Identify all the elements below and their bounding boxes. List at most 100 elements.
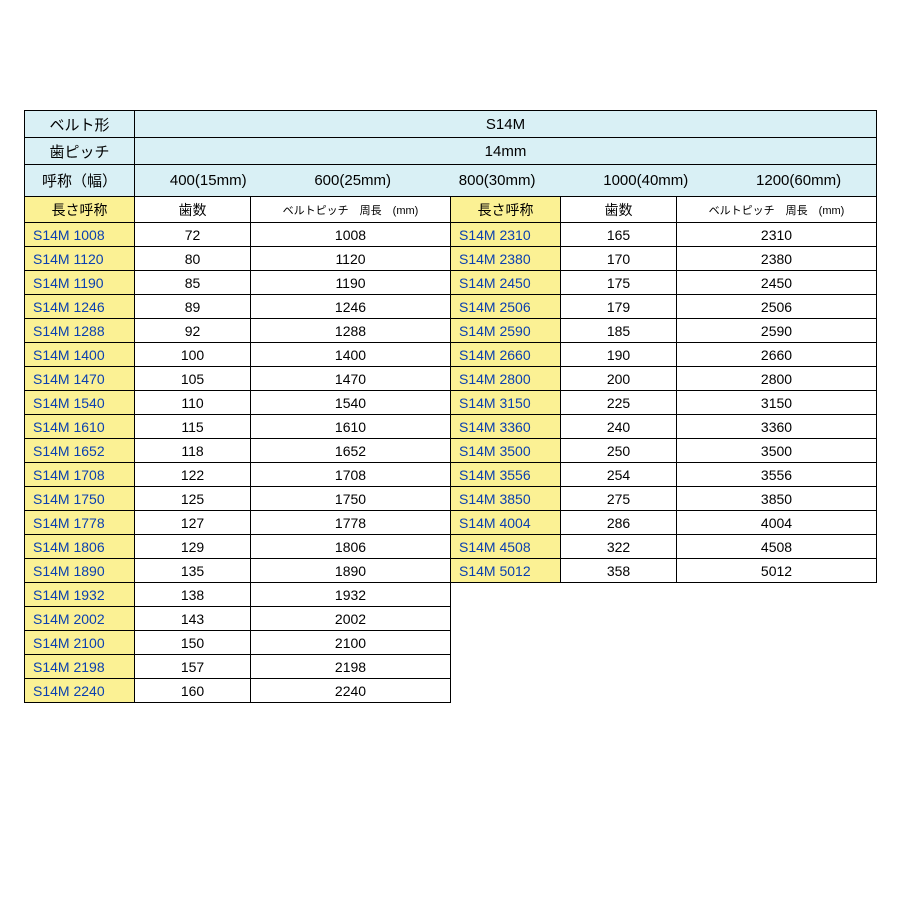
- row-name-left: S14M 1778: [25, 511, 135, 535]
- empty-cell: [451, 679, 561, 703]
- row-name-right: S14M 2800: [451, 367, 561, 391]
- row-teeth-right: 322: [561, 535, 677, 559]
- empty-cell: [561, 583, 677, 607]
- empty-cell: [561, 655, 677, 679]
- row-teeth-left: 160: [135, 679, 251, 703]
- row-length-left: 1008: [251, 223, 451, 247]
- row-name-right: S14M 3500: [451, 439, 561, 463]
- row-teeth-right: 225: [561, 391, 677, 415]
- row-length-right: 4004: [677, 511, 877, 535]
- row-name-left: S14M 1708: [25, 463, 135, 487]
- pitch-label: 歯ピッチ: [25, 138, 135, 165]
- row-name-right: S14M 2506: [451, 295, 561, 319]
- row-name-left: S14M 1288: [25, 319, 135, 343]
- row-name-left: S14M 2002: [25, 607, 135, 631]
- row-length-left: 1890: [251, 559, 451, 583]
- row-teeth-left: 127: [135, 511, 251, 535]
- row-teeth-right: 175: [561, 271, 677, 295]
- row-name-left: S14M 1806: [25, 535, 135, 559]
- empty-cell: [677, 655, 877, 679]
- row-name-left: S14M 1890: [25, 559, 135, 583]
- row-teeth-right: 185: [561, 319, 677, 343]
- row-length-left: 1470: [251, 367, 451, 391]
- width-values-cell: 400(15mm)600(25mm)800(30mm)1000(40mm)120…: [135, 165, 877, 197]
- row-teeth-left: 138: [135, 583, 251, 607]
- empty-cell: [561, 607, 677, 631]
- row-name-right: S14M 5012: [451, 559, 561, 583]
- row-teeth-left: 80: [135, 247, 251, 271]
- row-teeth-left: 105: [135, 367, 251, 391]
- row-name-left: S14M 1540: [25, 391, 135, 415]
- width-option: 1000(40mm): [603, 172, 688, 189]
- row-name-left: S14M 1246: [25, 295, 135, 319]
- row-teeth-left: 89: [135, 295, 251, 319]
- pitch-value: 14mm: [135, 138, 877, 165]
- row-teeth-right: 275: [561, 487, 677, 511]
- row-length-right: 3360: [677, 415, 877, 439]
- row-teeth-left: 143: [135, 607, 251, 631]
- row-teeth-left: 150: [135, 631, 251, 655]
- row-name-right: S14M 2660: [451, 343, 561, 367]
- row-name-left: S14M 1120: [25, 247, 135, 271]
- row-length-left: 2100: [251, 631, 451, 655]
- row-name-left: S14M 1652: [25, 439, 135, 463]
- row-name-right: S14M 3360: [451, 415, 561, 439]
- row-length-right: 3150: [677, 391, 877, 415]
- row-name-left: S14M 2198: [25, 655, 135, 679]
- empty-cell: [451, 631, 561, 655]
- row-name-left: S14M 1190: [25, 271, 135, 295]
- row-teeth-right: 200: [561, 367, 677, 391]
- row-name-right: S14M 3556: [451, 463, 561, 487]
- row-length-right: 2310: [677, 223, 877, 247]
- row-length-right: 2800: [677, 367, 877, 391]
- empty-cell: [561, 679, 677, 703]
- row-teeth-left: 122: [135, 463, 251, 487]
- row-length-left: 1246: [251, 295, 451, 319]
- row-length-right: 2380: [677, 247, 877, 271]
- row-teeth-right: 240: [561, 415, 677, 439]
- empty-cell: [451, 583, 561, 607]
- row-teeth-left: 157: [135, 655, 251, 679]
- row-teeth-left: 85: [135, 271, 251, 295]
- row-teeth-left: 72: [135, 223, 251, 247]
- row-length-left: 1750: [251, 487, 451, 511]
- row-name-left: S14M 1750: [25, 487, 135, 511]
- row-name-right: S14M 3150: [451, 391, 561, 415]
- row-name-right: S14M 2450: [451, 271, 561, 295]
- row-length-left: 1806: [251, 535, 451, 559]
- width-option: 600(25mm): [314, 172, 391, 189]
- row-length-left: 2240: [251, 679, 451, 703]
- row-length-left: 1400: [251, 343, 451, 367]
- row-name-left: S14M 2100: [25, 631, 135, 655]
- row-length-right: 3850: [677, 487, 877, 511]
- row-length-right: 2660: [677, 343, 877, 367]
- row-length-left: 1610: [251, 415, 451, 439]
- empty-cell: [451, 655, 561, 679]
- row-length-right: 2450: [677, 271, 877, 295]
- row-name-left: S14M 1610: [25, 415, 135, 439]
- row-name-right: S14M 3850: [451, 487, 561, 511]
- row-name-right: S14M 2590: [451, 319, 561, 343]
- row-teeth-left: 135: [135, 559, 251, 583]
- empty-cell: [677, 607, 877, 631]
- row-teeth-left: 110: [135, 391, 251, 415]
- row-teeth-left: 115: [135, 415, 251, 439]
- row-name-right: S14M 2310: [451, 223, 561, 247]
- row-teeth-right: 170: [561, 247, 677, 271]
- row-teeth-right: 165: [561, 223, 677, 247]
- row-length-right: 5012: [677, 559, 877, 583]
- row-teeth-left: 118: [135, 439, 251, 463]
- row-teeth-left: 100: [135, 343, 251, 367]
- row-length-left: 1652: [251, 439, 451, 463]
- row-teeth-right: 358: [561, 559, 677, 583]
- width-option: 400(15mm): [170, 172, 247, 189]
- row-teeth-left: 125: [135, 487, 251, 511]
- row-length-right: 4508: [677, 535, 877, 559]
- row-name-left: S14M 1008: [25, 223, 135, 247]
- row-name-left: S14M 1470: [25, 367, 135, 391]
- row-name-left: S14M 1400: [25, 343, 135, 367]
- width-option: 1200(60mm): [756, 172, 841, 189]
- col-length-name-right: 長さ呼称: [451, 197, 561, 223]
- empty-cell: [677, 679, 877, 703]
- row-teeth-right: 254: [561, 463, 677, 487]
